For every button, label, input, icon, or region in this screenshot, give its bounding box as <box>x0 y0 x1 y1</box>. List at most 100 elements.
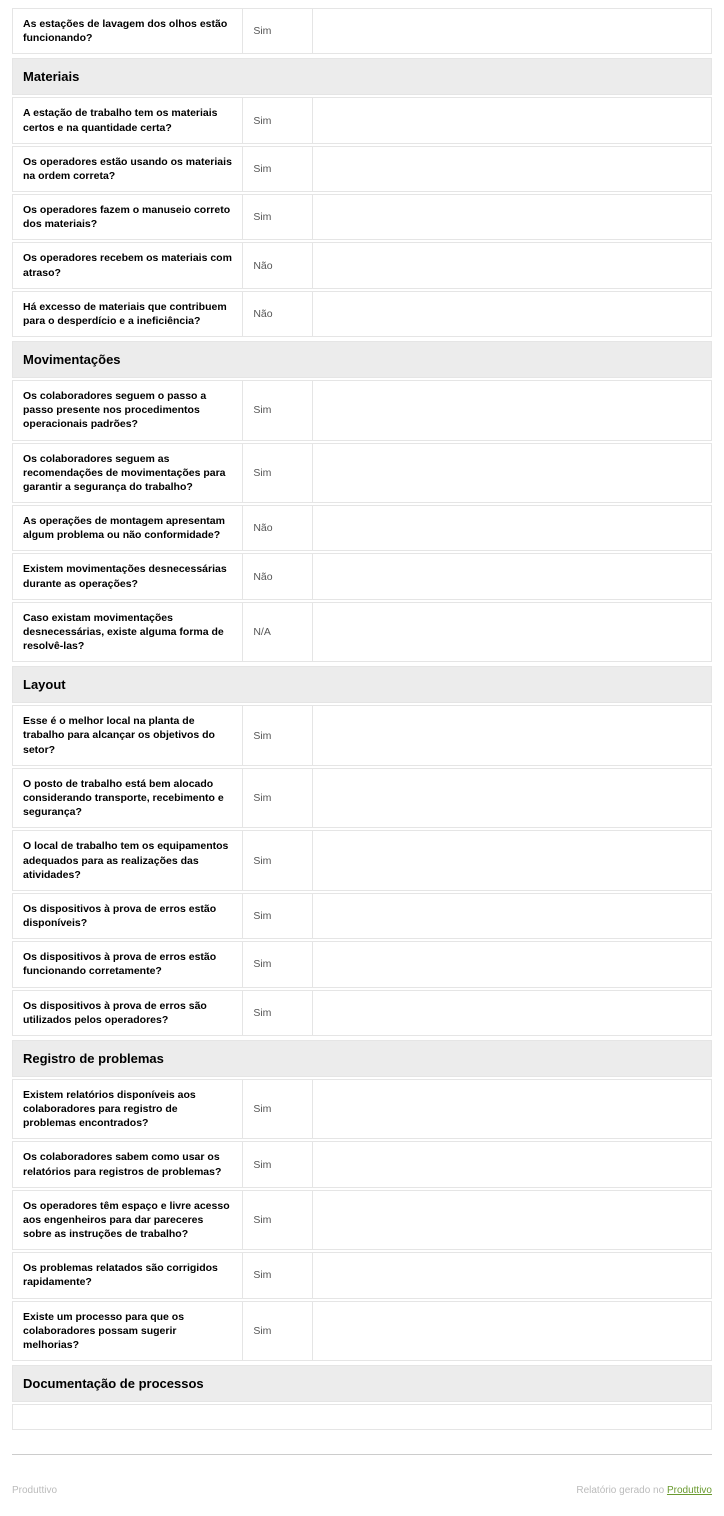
footer-credit: Relatório gerado no Produttivo <box>576 1485 712 1496</box>
comment-cell <box>313 381 711 440</box>
section-header: Registro de problemas <box>12 1040 712 1077</box>
answer-cell: Sim <box>243 831 313 890</box>
comment-cell <box>313 991 711 1035</box>
table-row: Os dispositivos à prova de erros estão d… <box>12 893 712 939</box>
answer-cell: Sim <box>243 1142 313 1186</box>
section-header: Layout <box>12 666 712 703</box>
footer-prefix: Relatório gerado no <box>576 1485 667 1496</box>
question-cell: As operações de montagem apresentam algu… <box>13 506 243 550</box>
question-cell: Os dispositivos à prova de erros estão f… <box>13 942 243 986</box>
question-cell: Os operadores recebem os materiais com a… <box>13 243 243 287</box>
comment-cell <box>313 769 711 828</box>
answer-cell: Sim <box>243 1253 313 1297</box>
table-row: Existem movimentações desnecessárias dur… <box>12 553 712 599</box>
answer-cell: Sim <box>243 706 313 765</box>
answer-cell: Não <box>243 243 313 287</box>
table-row: Os colaboradores sabem como usar os rela… <box>12 1141 712 1187</box>
footer: Produttivo Relatório gerado no Produttiv… <box>12 1485 712 1496</box>
question-cell: Os operadores têm espaço e livre acesso … <box>13 1191 243 1250</box>
answer-cell: Não <box>243 506 313 550</box>
answer-cell: Sim <box>243 1191 313 1250</box>
section-header: Documentação de processos <box>12 1365 712 1402</box>
comment-cell <box>313 195 711 239</box>
answer-cell: Sim <box>243 147 313 191</box>
table-row: Existem relatórios disponíveis aos colab… <box>12 1079 712 1140</box>
answer-cell: N/A <box>243 603 313 662</box>
comment-cell <box>313 292 711 336</box>
comment-cell <box>313 554 711 598</box>
comment-cell <box>313 706 711 765</box>
comment-cell <box>313 9 711 53</box>
question-cell: Os colaboradores seguem as recomendações… <box>13 444 243 503</box>
table-row: Os dispositivos à prova de erros são uti… <box>12 990 712 1036</box>
comment-cell <box>313 506 711 550</box>
question-cell: Existem relatórios disponíveis aos colab… <box>13 1080 243 1139</box>
table-row: Os operadores fazem o manuseio correto d… <box>12 194 712 240</box>
question-cell: O local de trabalho tem os equipamentos … <box>13 831 243 890</box>
answer-cell: Sim <box>243 894 313 938</box>
comment-cell <box>313 942 711 986</box>
footer-link[interactable]: Produttivo <box>667 1485 712 1496</box>
answer-cell: Sim <box>243 444 313 503</box>
comment-cell <box>313 1191 711 1250</box>
comment-cell <box>313 603 711 662</box>
empty-row <box>12 1404 712 1430</box>
comment-cell <box>313 831 711 890</box>
table-row: As estações de lavagem dos olhos estão f… <box>12 8 712 54</box>
comment-cell <box>313 243 711 287</box>
question-cell: Os colaboradores sabem como usar os rela… <box>13 1142 243 1186</box>
answer-cell: Sim <box>243 942 313 986</box>
table-row: Esse é o melhor local na planta de traba… <box>12 705 712 766</box>
table-row: Os dispositivos à prova de erros estão f… <box>12 941 712 987</box>
table-row: Há excesso de materiais que contribuem p… <box>12 291 712 337</box>
comment-cell <box>313 1142 711 1186</box>
question-cell: O posto de trabalho está bem alocado con… <box>13 769 243 828</box>
section-header: Materiais <box>12 58 712 95</box>
section-header: Movimentações <box>12 341 712 378</box>
table-row: Existe um processo para que os colaborad… <box>12 1301 712 1362</box>
question-cell: Existem movimentações desnecessárias dur… <box>13 554 243 598</box>
answer-cell: Não <box>243 554 313 598</box>
table-row: O posto de trabalho está bem alocado con… <box>12 768 712 829</box>
table-row: As operações de montagem apresentam algu… <box>12 505 712 551</box>
table-row: A estação de trabalho tem os materiais c… <box>12 97 712 143</box>
comment-cell <box>313 98 711 142</box>
question-cell: Os problemas relatados são corrigidos ra… <box>13 1253 243 1297</box>
checklist-table: As estações de lavagem dos olhos estão f… <box>12 8 712 1430</box>
answer-cell: Sim <box>243 1080 313 1139</box>
comment-cell <box>313 147 711 191</box>
table-row: Os colaboradores seguem as recomendações… <box>12 443 712 504</box>
comment-cell <box>313 444 711 503</box>
table-row: Os operadores estão usando os materiais … <box>12 146 712 192</box>
question-cell: A estação de trabalho tem os materiais c… <box>13 98 243 142</box>
question-cell: Os colaboradores seguem o passo a passo … <box>13 381 243 440</box>
question-cell: Os operadores fazem o manuseio correto d… <box>13 195 243 239</box>
answer-cell: Sim <box>243 9 313 53</box>
table-row: Os operadores têm espaço e livre acesso … <box>12 1190 712 1251</box>
footer-brand: Produttivo <box>12 1485 57 1496</box>
table-row: O local de trabalho tem os equipamentos … <box>12 830 712 891</box>
answer-cell: Sim <box>243 769 313 828</box>
question-cell: As estações de lavagem dos olhos estão f… <box>13 9 243 53</box>
answer-cell: Não <box>243 292 313 336</box>
comment-cell <box>313 1302 711 1361</box>
question-cell: Esse é o melhor local na planta de traba… <box>13 706 243 765</box>
answer-cell: Sim <box>243 195 313 239</box>
comment-cell <box>313 894 711 938</box>
separator <box>12 1454 712 1455</box>
comment-cell <box>313 1080 711 1139</box>
question-cell: Os dispositivos à prova de erros estão d… <box>13 894 243 938</box>
table-row: Os problemas relatados são corrigidos ra… <box>12 1252 712 1298</box>
table-row: Caso existam movimentações desnecessária… <box>12 602 712 663</box>
question-cell: Os operadores estão usando os materiais … <box>13 147 243 191</box>
table-row: Os colaboradores seguem o passo a passo … <box>12 380 712 441</box>
answer-cell: Sim <box>243 1302 313 1361</box>
question-cell: Existe um processo para que os colaborad… <box>13 1302 243 1361</box>
table-row: Os operadores recebem os materiais com a… <box>12 242 712 288</box>
question-cell: Caso existam movimentações desnecessária… <box>13 603 243 662</box>
comment-cell <box>313 1253 711 1297</box>
answer-cell: Sim <box>243 98 313 142</box>
answer-cell: Sim <box>243 991 313 1035</box>
question-cell: Há excesso de materiais que contribuem p… <box>13 292 243 336</box>
question-cell: Os dispositivos à prova de erros são uti… <box>13 991 243 1035</box>
